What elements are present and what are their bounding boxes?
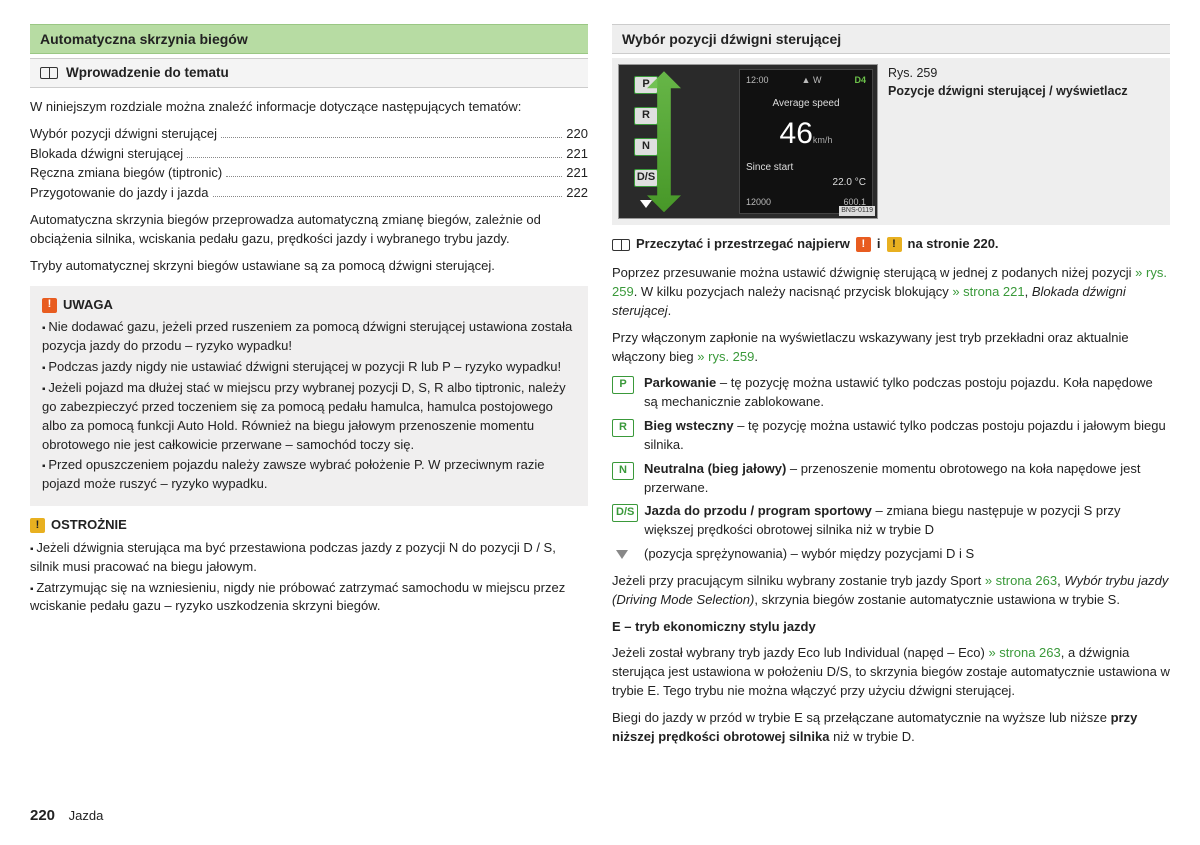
toc-page: 222 xyxy=(566,184,588,203)
note-after: na stronie 220. xyxy=(908,235,999,254)
dash-temp: 22.0 °C xyxy=(746,176,866,191)
toc-label: Przygotowanie do jazdy i jazda xyxy=(30,184,209,203)
page-columns: Automatyczna skrzynia biegów Wprowadzeni… xyxy=(30,24,1170,755)
sport-para: Jeżeli przy pracującym silniku wybrany z… xyxy=(612,572,1170,610)
note-before: Przeczytać i przestrzegać najpierw xyxy=(636,235,850,254)
ostroznie-item: Jeżeli dźwignia sterująca ma być przesta… xyxy=(30,539,588,577)
uwaga-item: Jeżeli pojazd ma dłużej stać w miejscu p… xyxy=(42,379,576,454)
toc-row: Przygotowanie do jazdy i jazda 222 xyxy=(30,184,588,203)
gear-badge-n: N xyxy=(612,462,634,480)
warning-icon: ! xyxy=(42,298,57,313)
dash-speed: 46 xyxy=(780,117,813,150)
def-n: N Neutralna (bieg jałowy) – przenoszenie… xyxy=(612,460,1170,498)
dash-unit: km/h xyxy=(813,135,833,145)
gear-r: R xyxy=(634,107,658,125)
dash-since: Since start xyxy=(746,161,866,176)
ostroznie-block: ! OSTROŻNIE Jeżeli dźwignia sterująca ma… xyxy=(30,516,588,616)
uwaga-item: Przed opuszczeniem pojazdu należy zawsze… xyxy=(42,456,576,494)
book-icon xyxy=(40,67,58,79)
figure-code: BNS-0119 xyxy=(839,206,875,216)
toc-row: Blokada dźwigni sterującej 221 xyxy=(30,145,588,164)
left-column: Automatyczna skrzynia biegów Wprowadzeni… xyxy=(30,24,588,755)
right-column: Wybór pozycji dźwigni sterującej P R N D… xyxy=(612,24,1170,755)
ostroznie-title-text: OSTROŻNIE xyxy=(51,516,127,535)
read-first-note: Przeczytać i przestrzegać najpierw ! i !… xyxy=(612,235,1170,254)
note-and: i xyxy=(877,235,881,254)
toc-label: Ręczna zmiana biegów (tiptronic) xyxy=(30,164,222,183)
dash-km: 12000 xyxy=(746,196,771,209)
right-para2: Przy włączonym zapłonie na wyświetlaczu … xyxy=(612,329,1170,367)
dash-time: 12:00 xyxy=(746,74,769,87)
uwaga-item: Podczas jazdy nigdy nie ustawiać dźwigni… xyxy=(42,358,576,377)
warning-icon: ! xyxy=(856,237,871,252)
ostroznie-item: Zatrzymując się na wzniesieniu, nigdy ni… xyxy=(30,579,588,617)
link-rys259[interactable]: » rys. 259 xyxy=(697,349,754,364)
triangle-icon xyxy=(640,200,652,208)
caution-icon: ! xyxy=(30,518,45,533)
left-para1: Automatyczna skrzynia biegów przeprowadz… xyxy=(30,211,588,249)
toc: Wybór pozycji dźwigni sterującej 220 Blok… xyxy=(30,125,588,203)
toc-page: 221 xyxy=(566,145,588,164)
figure-caption: Rys. 259 Pozycje dźwigni sterującej / wy… xyxy=(888,64,1164,219)
figure-number: Rys. 259 xyxy=(888,64,1164,82)
book-icon xyxy=(612,239,630,251)
uwaga-item: Nie dodawać gazu, jeżeli przed ruszeniem… xyxy=(42,318,576,356)
def-r: R Bieg wsteczny – tę pozycję można ustaw… xyxy=(612,417,1170,455)
gear-ds: D/S xyxy=(634,169,658,187)
figure-259: P R N D/S 12:00 ▲ W D4 Average speed 46 xyxy=(612,58,1170,225)
def-triangle: (pozycja sprężynowania) – wybór między p… xyxy=(612,545,1170,564)
ostroznie-title: ! OSTROŻNIE xyxy=(30,516,588,535)
gear-n: N xyxy=(634,138,658,156)
dash-gear: D4 xyxy=(854,74,866,87)
intro-header-text: Wprowadzenie do tematu xyxy=(66,63,229,83)
toc-page: 221 xyxy=(566,164,588,183)
dash-label: Average speed xyxy=(746,97,866,112)
toc-row: Wybór pozycji dźwigni sterującej 220 xyxy=(30,125,588,144)
section-title-left: Automatyczna skrzynia biegów xyxy=(30,24,588,54)
footer-section: Jazda xyxy=(69,808,104,823)
uwaga-title-text: UWAGA xyxy=(63,296,113,315)
dashboard-display: 12:00 ▲ W D4 Average speed 46km/h Since … xyxy=(739,69,873,214)
right-para1: Poprzez przesuwanie można ustawić dźwign… xyxy=(612,264,1170,321)
toc-label: Blokada dźwigni sterującej xyxy=(30,145,183,164)
eco-para2: Biegi do jazdy w przód w trybie E są prz… xyxy=(612,709,1170,747)
gear-badge-p: P xyxy=(612,376,634,394)
page-number: 220 xyxy=(30,807,55,824)
def-ds: D/S Jazda do przodu / program sportowy –… xyxy=(612,502,1170,540)
toc-page: 220 xyxy=(566,125,588,144)
link-strona221[interactable]: » strona 221 xyxy=(952,284,1024,299)
gear-badge-r: R xyxy=(612,419,634,437)
toc-row: Ręczna zmiana biegów (tiptronic) 221 xyxy=(30,164,588,183)
left-para2: Tryby automatycznej skrzyni biegów ustaw… xyxy=(30,257,588,276)
eco-para1: Jeżeli został wybrany tryb jazdy Eco lub… xyxy=(612,644,1170,701)
uwaga-box: ! UWAGA Nie dodawać gazu, jeżeli przed r… xyxy=(30,286,588,506)
triangle-down-icon xyxy=(616,550,628,559)
figure-title: Pozycje dźwigni sterującej / wyświetlacz xyxy=(888,84,1128,98)
link-strona263[interactable]: » strona 263 xyxy=(988,645,1060,660)
toc-label: Wybór pozycji dźwigni sterującej xyxy=(30,125,217,144)
link-strona263[interactable]: » strona 263 xyxy=(985,573,1057,588)
eco-title: E – tryb ekonomiczny stylu jazdy xyxy=(612,618,1170,637)
section-title-right: Wybór pozycji dźwigni sterującej xyxy=(612,24,1170,54)
caution-icon: ! xyxy=(887,237,902,252)
uwaga-title: ! UWAGA xyxy=(42,296,576,315)
figure-image: P R N D/S 12:00 ▲ W D4 Average speed 46 xyxy=(618,64,878,219)
intro-text: W niniejszym rozdziale można znaleźć inf… xyxy=(30,98,588,117)
page-footer: 220 Jazda xyxy=(30,805,103,827)
def-p: P Parkowanie – tę pozycję można ustawić … xyxy=(612,374,1170,412)
intro-header: Wprowadzenie do tematu xyxy=(30,58,588,88)
gear-badge-ds: D/S xyxy=(612,504,638,522)
